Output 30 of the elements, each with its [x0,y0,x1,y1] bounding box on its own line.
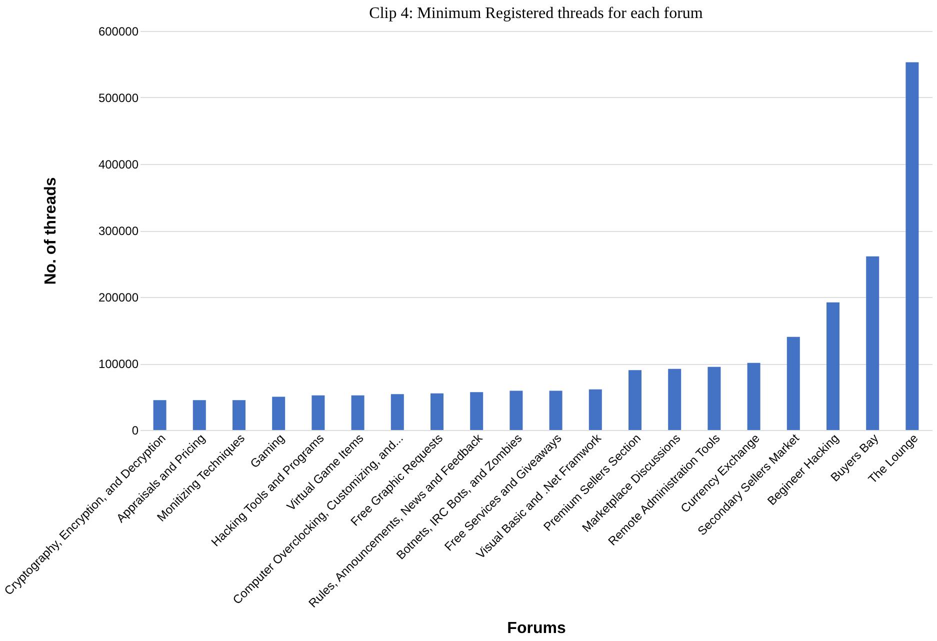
y-tick-label: 300000 [98,224,139,238]
y-axis-title: No. of threads [42,177,60,285]
bar [351,395,364,430]
y-tick-label: 100000 [98,357,139,371]
y-tick-label: 600000 [98,24,139,38]
y-tick-label: 500000 [98,91,139,105]
bar [708,366,721,430]
bar [470,392,484,430]
bar [906,62,919,430]
bar [272,396,286,430]
bar [588,389,602,430]
bar [549,390,562,430]
bar [312,395,325,430]
bar [866,256,880,430]
bar [747,362,760,430]
y-tick-label: 0 [132,424,139,438]
x-axis-title: Forums [507,620,566,638]
bar [510,390,523,430]
bar [668,368,682,430]
bar [786,336,800,430]
y-tick-label: 200000 [98,290,139,304]
chart-title: Clip 4: Minimum Registered threads for each forum [369,5,704,22]
bar [628,370,642,430]
bar [826,302,840,430]
bar [430,393,444,430]
bar [192,400,206,430]
bar [390,394,404,430]
bar [153,400,166,430]
bar [232,400,246,430]
y-tick-label: 400000 [98,158,139,172]
